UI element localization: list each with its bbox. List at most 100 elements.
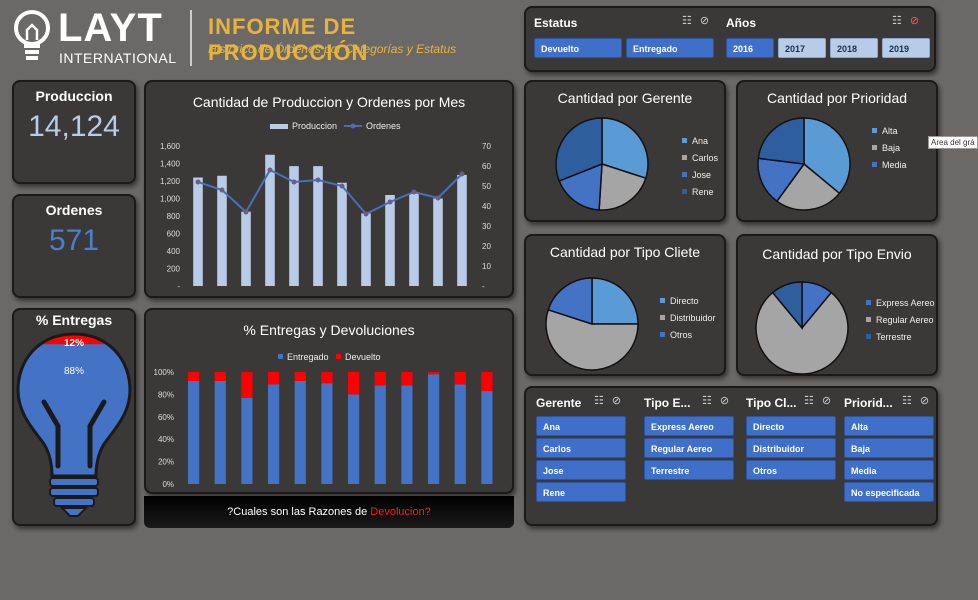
pie-slice[interactable] <box>601 117 649 180</box>
entregado-bar[interactable] <box>401 385 413 484</box>
clear-filter-icon[interactable]: ⊘ <box>919 395 930 407</box>
produccion-bar[interactable] <box>217 175 227 286</box>
slicer-item-button[interactable]: Jose <box>536 460 626 480</box>
slicer-item-button[interactable]: Carlos <box>536 438 626 458</box>
pie-slice[interactable] <box>757 157 806 203</box>
ordenes-point[interactable] <box>387 199 393 205</box>
produccion-bar[interactable] <box>193 177 203 287</box>
pie-slice[interactable] <box>775 162 841 211</box>
devuelto-bar[interactable] <box>321 372 333 384</box>
slicer-item-button[interactable]: Express Aereo <box>644 416 734 436</box>
ordenes-point[interactable] <box>195 179 201 185</box>
pie-slice[interactable] <box>757 117 805 165</box>
entregado-bar[interactable] <box>428 374 440 484</box>
pie-gerente-legend: Ana Carlos Jose Rene <box>682 132 718 200</box>
tooltip: Area del grá <box>928 136 978 149</box>
ordenes-point[interactable] <box>459 171 465 177</box>
pie-prioridad-legend: Alta Baja Media <box>872 122 907 173</box>
entregado-bar[interactable] <box>268 384 280 484</box>
pie-slice[interactable] <box>545 308 639 371</box>
slicer-item-button[interactable]: Directo <box>746 416 836 436</box>
clear-filter-icon[interactable]: ⊘ <box>719 395 730 407</box>
ordenes-point[interactable] <box>435 195 441 201</box>
ano-2016-button[interactable]: 2016 <box>726 38 774 58</box>
legend-item: Ana <box>682 132 718 149</box>
slicer-item-button[interactable]: Ana <box>536 416 626 436</box>
multiselect-icon[interactable]: ☷ <box>892 15 902 27</box>
ordenes-point[interactable] <box>291 179 297 185</box>
pie-slice[interactable] <box>558 162 603 211</box>
ordenes-point[interactable] <box>219 187 225 193</box>
produccion-bar[interactable] <box>337 182 347 286</box>
ordenes-point[interactable] <box>363 211 369 217</box>
devuelto-bar[interactable] <box>428 372 440 375</box>
pie-slice[interactable] <box>598 162 647 211</box>
produccion-bar[interactable] <box>457 174 467 286</box>
multiselect-icon[interactable]: ☷ <box>702 395 712 407</box>
entregado-bar[interactable] <box>454 384 466 484</box>
entregado-bar[interactable] <box>481 391 493 484</box>
ordenes-point[interactable] <box>315 177 321 183</box>
y2-tick-label: 60 <box>482 162 491 171</box>
entregado-bar[interactable] <box>188 380 200 484</box>
pie-slice[interactable] <box>547 277 593 326</box>
devuelto-bar[interactable] <box>214 372 226 381</box>
clear-filter-icon[interactable]: ⊘ <box>821 395 832 407</box>
slicer-item-button[interactable]: Regular Aereo <box>644 438 734 458</box>
clear-filter-icon[interactable]: ⊘ <box>909 15 920 27</box>
ordenes-point[interactable] <box>243 209 249 215</box>
produccion-bar[interactable] <box>313 166 323 286</box>
entregado-bar[interactable] <box>374 385 386 484</box>
slicer-item-button[interactable]: Distribuidor <box>746 438 836 458</box>
devuelto-bar[interactable] <box>188 372 200 381</box>
ordenes-point[interactable] <box>411 189 417 195</box>
slicer-item-button[interactable]: Rene <box>536 482 626 502</box>
slicer-item-button[interactable]: Baja <box>844 438 934 458</box>
ano-2019-button[interactable]: 2019 <box>882 38 930 58</box>
entregado-bar[interactable] <box>294 380 306 484</box>
devuelto-bar[interactable] <box>454 372 466 385</box>
pie-slice[interactable] <box>803 117 851 195</box>
slicer-item-button[interactable]: Alta <box>844 416 934 436</box>
ano-2018-button[interactable]: 2018 <box>830 38 878 58</box>
produccion-bar[interactable] <box>265 154 275 286</box>
produccion-bar[interactable] <box>385 195 395 286</box>
slicer-item-button[interactable]: No especificada <box>844 482 934 502</box>
ordenes-point[interactable] <box>339 183 345 189</box>
produccion-bar[interactable] <box>409 193 419 286</box>
entregado-bar[interactable] <box>241 397 253 484</box>
clear-filter-icon[interactable]: ⊘ <box>611 395 622 407</box>
produccion-bar[interactable] <box>433 198 443 287</box>
devuelto-bar[interactable] <box>294 372 306 381</box>
clear-filter-icon[interactable]: ⊘ <box>699 15 710 27</box>
entregado-bar[interactable] <box>321 383 333 484</box>
devuelto-bar[interactable] <box>481 372 493 392</box>
pie-slice[interactable] <box>591 277 639 325</box>
pie-slice[interactable] <box>771 281 803 331</box>
multiselect-icon[interactable]: ☷ <box>804 395 814 407</box>
ordenes-point[interactable] <box>267 167 273 173</box>
multiselect-icon[interactable]: ☷ <box>902 395 912 407</box>
estatus-entregado-button[interactable]: Entregado <box>626 38 714 58</box>
slicer-item-button[interactable]: Terrestre <box>644 460 734 480</box>
y2-tick-label: 20 <box>482 242 491 251</box>
devuelto-bar[interactable] <box>348 372 360 395</box>
produccion-bar[interactable] <box>361 213 371 286</box>
produccion-bar[interactable] <box>289 166 299 286</box>
pie-slice[interactable] <box>555 117 603 182</box>
ano-2017-button[interactable]: 2017 <box>778 38 826 58</box>
entregado-bar[interactable] <box>214 380 226 484</box>
devuelto-bar[interactable] <box>241 372 253 398</box>
entregado-bar[interactable] <box>348 394 360 484</box>
multiselect-icon[interactable]: ☷ <box>682 15 692 27</box>
estatus-devuelto-button[interactable]: Devuelto <box>534 38 622 58</box>
devuelto-bar[interactable] <box>401 372 413 386</box>
devuelto-bar[interactable] <box>374 372 386 386</box>
produccion-bar[interactable] <box>241 211 251 286</box>
devolucion-question-banner[interactable]: ?Cuales son las Razones de Devolucion? <box>144 496 514 528</box>
slicer-item-button[interactable]: Media <box>844 460 934 480</box>
pie-slice[interactable] <box>755 291 849 375</box>
multiselect-icon[interactable]: ☷ <box>594 395 604 407</box>
slicer-item-button[interactable]: Otros <box>746 460 836 480</box>
devuelto-bar[interactable] <box>268 372 280 385</box>
